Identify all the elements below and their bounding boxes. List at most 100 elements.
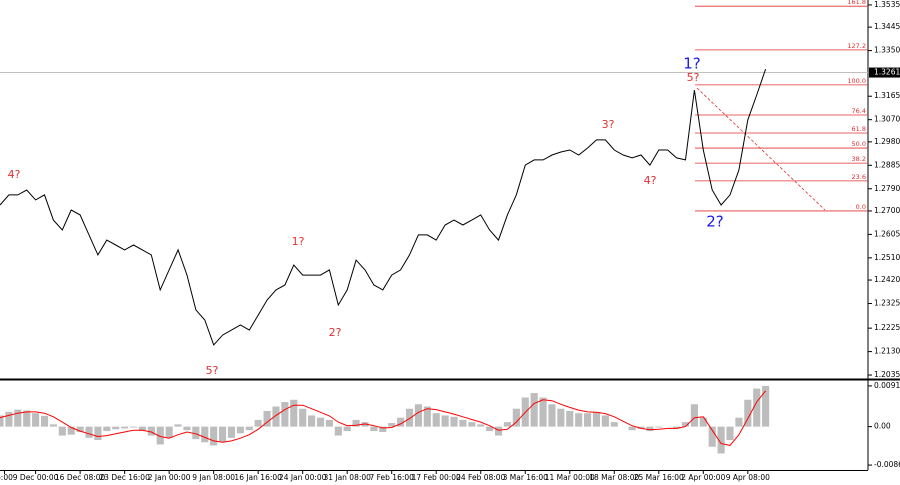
histogram-bar	[85, 426, 93, 438]
histogram-bar	[414, 404, 422, 427]
histogram-bar	[308, 415, 316, 427]
histogram-bar	[58, 426, 66, 436]
fib-label: 161.8	[847, 0, 866, 6]
fib-label: 127.2	[847, 42, 866, 50]
wave-label: 4?	[8, 168, 21, 181]
histogram-bar	[637, 426, 645, 429]
histogram-bar	[290, 399, 298, 427]
histogram-bar	[40, 415, 49, 427]
x-tick-label: 3 Mar 16:00	[503, 473, 549, 482]
fib-label: 38.2	[852, 155, 866, 163]
y-tick-label: 1.2980	[874, 137, 900, 146]
histogram-bar	[539, 397, 547, 427]
histogram-bar	[219, 426, 227, 443]
x-tick-label: 16 Jan 16:00	[234, 473, 282, 482]
histogram-bar	[601, 415, 609, 427]
histogram-bar	[192, 426, 200, 440]
wave-label: 1?	[292, 235, 305, 248]
histogram-bar	[165, 426, 173, 438]
x-tick-label: 2 Apr 00:00	[681, 473, 725, 482]
fib-label: 100.0	[847, 77, 866, 85]
histogram-bar	[486, 426, 494, 432]
wave-label: 5?	[687, 71, 700, 84]
histogram-bar	[699, 417, 707, 427]
x-tick-label: 24 Jan 00:00	[279, 473, 327, 482]
histogram-bar	[67, 426, 75, 435]
y-tick-label: 1.3165	[874, 91, 900, 100]
histogram-bar	[103, 426, 111, 432]
histogram-bar	[32, 413, 40, 427]
histogram-bar	[494, 426, 503, 436]
histogram-bar	[334, 426, 342, 436]
histogram-bar	[263, 410, 271, 427]
histogram-bar	[121, 426, 129, 429]
y-tick-label: -0.0086	[874, 460, 900, 469]
y-tick-label: 1.2700	[874, 206, 900, 215]
histogram-bar	[575, 413, 583, 427]
histogram-bar	[316, 417, 325, 427]
histogram-bar	[272, 406, 280, 427]
histogram-bar	[76, 426, 84, 432]
y-tick-label: 1.3070	[874, 115, 900, 124]
histogram-bar	[512, 408, 520, 427]
histogram-bar	[548, 404, 556, 427]
histogram-bar	[726, 426, 734, 441]
x-tick-label: 23 Dec 16:00	[99, 473, 150, 482]
wave-label: 1?	[683, 55, 701, 73]
histogram-bar	[129, 426, 138, 428]
histogram-bar	[762, 385, 770, 427]
wave-label: 2?	[706, 213, 724, 231]
x-tick-label: 6:00	[0, 473, 13, 482]
histogram-bar	[147, 426, 155, 436]
histogram-bar	[717, 426, 725, 454]
histogram-bar	[450, 416, 458, 427]
y-tick-label: 1.2605	[874, 229, 900, 238]
y-tick-label: 1.3350	[874, 46, 900, 55]
histogram-bar	[557, 408, 565, 427]
x-tick-label: 7 Feb 16:00	[369, 473, 414, 482]
histogram-bar	[397, 417, 405, 427]
fib-label: 50.0	[852, 140, 866, 148]
histogram-bar	[468, 422, 476, 427]
y-tick-label: 1.2885	[874, 160, 900, 169]
histogram-bar	[405, 408, 414, 427]
y-tick-label: 0.00	[874, 422, 891, 431]
histogram-bar	[646, 426, 654, 432]
histogram-bar	[210, 426, 218, 446]
histogram-bar	[628, 426, 636, 431]
y-tick-label: 1.2130	[874, 347, 900, 356]
x-tick-label: 16 Dec 08:00	[55, 473, 106, 482]
fib-label: 0.0	[856, 203, 866, 211]
histogram-bar	[423, 406, 431, 427]
histogram-bar	[379, 426, 387, 432]
x-tick-label: 2 Jan 00:00	[148, 473, 191, 482]
histogram-bar	[174, 424, 182, 427]
x-tick-label: 24 Feb 08:00	[456, 473, 505, 482]
histogram-bar	[690, 404, 698, 427]
x-tick-label: 25 Mar 16:00	[634, 473, 684, 482]
histogram-bar	[23, 410, 31, 427]
wave-label: 3?	[602, 118, 615, 131]
histogram-bar	[281, 402, 289, 427]
y-tick-label: 1.2325	[874, 298, 900, 307]
histogram-bar	[227, 426, 236, 438]
histogram-bar	[343, 426, 351, 432]
histogram-bar	[388, 423, 396, 427]
x-tick-label: 11 Mar 00:00	[545, 473, 595, 482]
y-tick-label: 1.3445	[874, 22, 900, 31]
x-tick-label: 17 Feb 00:00	[412, 473, 461, 482]
histogram-bar	[112, 426, 120, 430]
histogram-bar	[14, 409, 22, 427]
histogram-bar	[477, 424, 485, 427]
fib-label: 76.4	[852, 107, 866, 115]
y-tick-label: 1.2420	[874, 275, 900, 284]
histogram-bar	[708, 426, 716, 447]
histogram-bar	[325, 419, 333, 427]
histogram-bar	[744, 399, 752, 427]
y-tick-label: 1.2225	[874, 323, 900, 332]
histogram-bar	[201, 426, 209, 443]
x-tick-label: 18 Mar 08:00	[589, 473, 639, 482]
histogram-bar	[0, 415, 4, 427]
histogram-bar	[459, 419, 467, 427]
